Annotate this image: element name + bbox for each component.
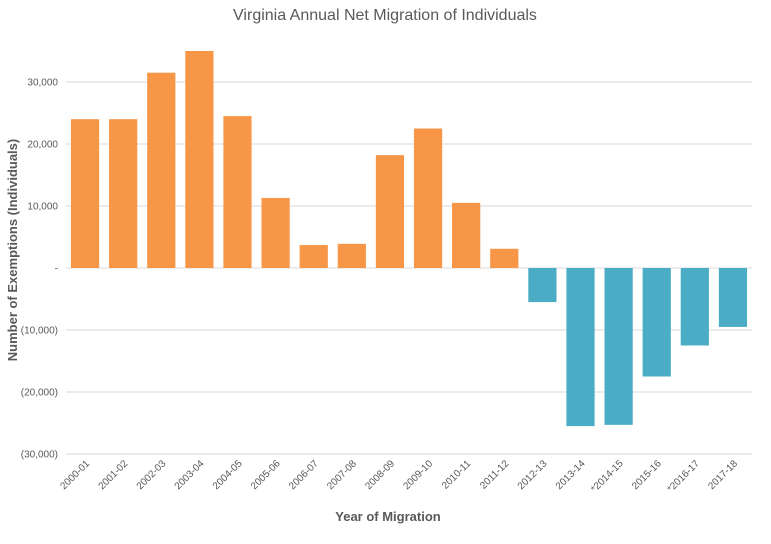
y-tick-label: 10,000 — [27, 202, 58, 213]
bar-2012-13 — [528, 268, 557, 303]
x-tick-label: 2006-07 — [287, 458, 321, 492]
chart-title: Virginia Annual Net Migration of Individ… — [233, 7, 537, 24]
x-tick-label: *2014-15 — [589, 458, 626, 495]
y-tick-label: - — [55, 264, 58, 275]
bar-2009-10 — [413, 128, 443, 268]
bar-2003-04 — [185, 51, 214, 268]
x-tick-label: 2015-16 — [630, 458, 664, 492]
y-tick-label: (30,000) — [21, 450, 58, 461]
bar-2010-11 — [452, 202, 481, 268]
bar-2006-07 — [299, 245, 328, 268]
y-axis-ticks: 30,000 20,000 10,000 - (10,000) (20,000) (30,0… — [21, 78, 59, 461]
bars — [70, 51, 748, 427]
bar-2004-05 — [223, 116, 252, 268]
x-tick-label: 2008-09 — [363, 458, 397, 492]
x-axis-title: Year of Migration — [335, 509, 441, 524]
bar-2011-12 — [490, 248, 519, 268]
bar-2002-03 — [147, 72, 176, 268]
bar-2013-14 — [566, 268, 595, 427]
x-tick-label: 2005-06 — [249, 458, 283, 492]
y-tick-label: (10,000) — [21, 326, 58, 337]
bar-2001-02 — [109, 119, 138, 268]
bar-2000-01 — [70, 119, 100, 268]
x-tick-label: 2000-01 — [58, 458, 92, 492]
bar-2005-06 — [261, 197, 290, 268]
gridlines — [66, 81, 752, 455]
x-tick-label: 2002-03 — [135, 458, 169, 492]
x-tick-label: 2011-12 — [478, 458, 512, 492]
x-tick-label: 2009-10 — [401, 458, 435, 492]
y-tick-label: (20,000) — [21, 388, 58, 399]
x-tick-label: 2017-18 — [706, 458, 740, 492]
x-tick-label: 2007-08 — [325, 458, 359, 492]
bar-2015-16 — [642, 268, 671, 377]
y-tick-label: 20,000 — [27, 140, 58, 151]
x-tick-label: *2016-17 — [665, 458, 702, 495]
x-tick-label: 2010-11 — [440, 458, 474, 492]
bar-star-2016-17 — [680, 268, 709, 346]
bar-star-2014-15 — [604, 268, 633, 425]
bar-2017-18 — [718, 268, 748, 327]
y-axis-title: Number of Exemptions (Individuals) — [5, 139, 20, 361]
bar-2007-08 — [337, 243, 366, 268]
x-tick-label: 2013-14 — [554, 458, 588, 492]
x-axis-ticks: 2000-01 2001-02 2002-03 2003-04 2004-05 2005-… — [58, 458, 740, 495]
x-tick-label: 2001-02 — [97, 458, 131, 492]
bar-2008-09 — [375, 155, 405, 268]
x-tick-label: 2004-05 — [211, 458, 245, 492]
x-tick-label: 2012-13 — [516, 458, 550, 492]
x-tick-label: 2003-04 — [173, 458, 207, 492]
y-tick-label: 30,000 — [27, 78, 58, 89]
